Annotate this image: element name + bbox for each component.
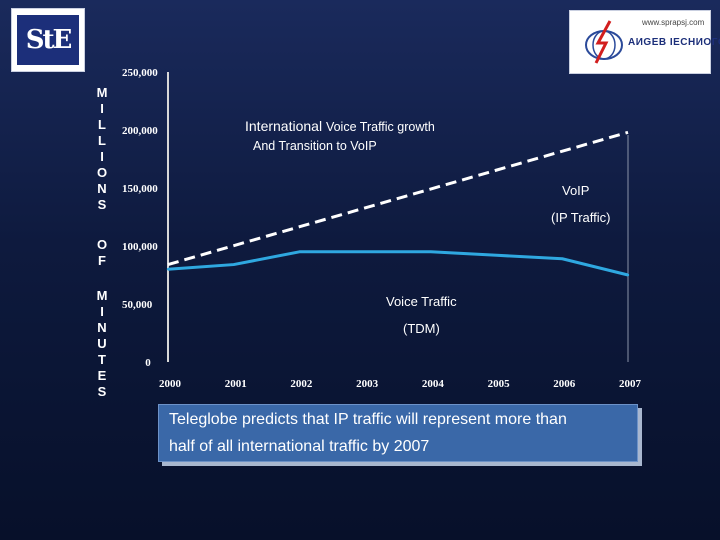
y-axis-letter: S — [97, 197, 107, 212]
partner-url: www.sprapsj.com — [642, 18, 705, 27]
y-axis-letter: E — [97, 368, 107, 383]
chart-title: International Voice Traffic growth — [245, 118, 435, 134]
voip-series-line — [167, 130, 629, 267]
tdm-series-line — [167, 250, 629, 277]
y-axis-letter: M — [96, 85, 108, 100]
chart-subtitle: And Transition to VoIP — [253, 139, 377, 153]
x-tick-label: 2007 — [619, 378, 642, 390]
partner-name: AИGEB IECHИOГOGЯ — [628, 37, 720, 48]
tdm-data-point — [626, 273, 630, 277]
tdm-data-point — [363, 250, 367, 253]
tdm-data-point — [429, 250, 433, 253]
x-tick-label: 2005 — [488, 378, 511, 390]
tdm-series-sublabel: (TDM) — [403, 321, 440, 336]
y-axis-letter: S — [97, 384, 107, 399]
y-axis-letter: I — [100, 304, 104, 319]
y-axis-letter: O — [96, 165, 108, 180]
y-axis-letter: L — [98, 133, 106, 148]
traffic-chart: 250,000 200,000 150,000 100,000 50,000 0 2000… — [122, 67, 642, 390]
voip-series-sublabel: (IP Traffic) — [551, 210, 610, 225]
y-axis-letter: F — [98, 253, 106, 268]
y-tick-label: 50,000 — [122, 299, 153, 311]
lightning-globe-icon — [585, 20, 623, 64]
y-axis-letter: U — [97, 336, 107, 351]
y-tick-label: 250,000 — [122, 67, 158, 79]
y-axis-letter: M — [96, 288, 108, 303]
tdm-data-point — [495, 254, 498, 257]
x-tick-label: 2001 — [225, 378, 247, 390]
tdm-data-point — [166, 268, 170, 271]
y-tick-label: 0 — [145, 357, 151, 369]
tdm-data-point — [298, 250, 301, 253]
y-axis-letter: T — [98, 352, 106, 367]
x-tick-label: 2004 — [422, 378, 445, 390]
callout-line-1: Teleglobe predicts that IP traffic will … — [169, 411, 567, 428]
prediction-callout: Teleglobe predicts that IP traffic will … — [158, 404, 638, 462]
tdm-data-point — [561, 257, 564, 260]
y-tick-label: 150,000 — [122, 183, 158, 195]
y-axis-letter: I — [100, 101, 104, 116]
callout-line-2: half of all international traffic by 200… — [169, 438, 430, 455]
y-axis-letter: N — [97, 181, 107, 196]
tdm-data-point — [232, 263, 235, 266]
y-axis-letter: I — [100, 149, 104, 164]
x-tick-label: 2000 — [159, 378, 182, 390]
y-tick-label: 100,000 — [122, 241, 158, 253]
y-axis-letter: L — [98, 117, 106, 132]
voip-series-label: VoIP — [562, 183, 589, 198]
partner-logo: www.sprapsj.com AИGEB IECHИOГOGЯ — [569, 10, 720, 74]
tdm-series-label: Voice Traffic — [386, 294, 457, 309]
x-tick-label: 2003 — [356, 378, 379, 390]
x-tick-label: 2002 — [290, 378, 313, 390]
ste-logo: StE — [11, 8, 85, 72]
y-axis-letter: N — [97, 320, 107, 335]
y-axis-letter: O — [96, 237, 108, 252]
ste-logo-text: StE — [17, 15, 79, 65]
x-tick-label: 2006 — [553, 378, 576, 390]
y-tick-label: 200,000 — [122, 125, 158, 137]
